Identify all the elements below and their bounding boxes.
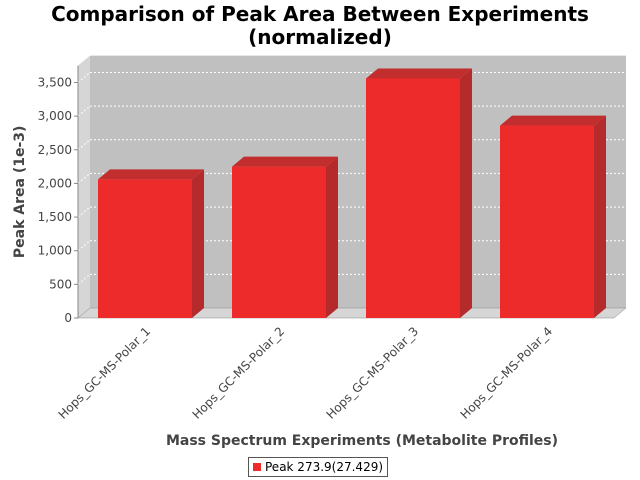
chart-title: Comparison of Peak Area Between Experime… bbox=[51, 2, 589, 49]
legend-swatch bbox=[253, 463, 261, 471]
bar-top bbox=[366, 68, 472, 79]
bar bbox=[366, 78, 460, 318]
x-tick-label: Hops_GC-MS-Polar_3 bbox=[324, 324, 422, 422]
x-tick-label: Hops_GC-MS-Polar_1 bbox=[56, 324, 154, 422]
gridline-wall bbox=[77, 273, 91, 285]
y-tick-label: 3,000 bbox=[38, 109, 72, 123]
gridline-wall bbox=[77, 72, 91, 83]
plot-left-wall bbox=[78, 55, 90, 319]
y-axis-label: Peak Area (1e-3) bbox=[12, 126, 28, 259]
y-tick-label: 1,500 bbox=[38, 210, 72, 224]
legend-label: Peak 273.9(27.429) bbox=[265, 460, 384, 474]
bar-side bbox=[326, 156, 338, 318]
y-tick-label: 500 bbox=[49, 277, 72, 291]
x-tick-label: Hops_GC-MS-Polar_2 bbox=[190, 324, 288, 422]
x-tick-label: Hops_GC-MS-Polar_4 bbox=[458, 324, 556, 422]
bar-side bbox=[460, 68, 472, 318]
bar bbox=[98, 179, 192, 318]
x-axis-label: Mass Spectrum Experiments (Metabolite Pr… bbox=[166, 433, 558, 449]
gridline-wall bbox=[77, 206, 91, 218]
y-tick-label: 1,000 bbox=[38, 244, 72, 258]
bar bbox=[500, 125, 594, 318]
gridline-wall bbox=[77, 105, 91, 117]
legend: Peak 273.9(27.429) bbox=[248, 457, 389, 477]
bar bbox=[232, 166, 326, 318]
gridline-wall bbox=[77, 173, 91, 184]
bar-top bbox=[232, 156, 338, 167]
y-tick-label: 2,500 bbox=[38, 143, 72, 157]
plot-background bbox=[90, 55, 626, 308]
y-tick-label: 3,500 bbox=[38, 76, 72, 90]
bar-side bbox=[192, 169, 204, 318]
bar-top bbox=[98, 169, 204, 180]
gridline-wall bbox=[77, 240, 91, 252]
y-tick-label: 2,000 bbox=[38, 176, 72, 190]
y-tick-label: 0 bbox=[64, 311, 72, 325]
bar-top bbox=[500, 115, 606, 126]
gridline-wall bbox=[77, 139, 91, 151]
bar-side bbox=[594, 115, 606, 318]
